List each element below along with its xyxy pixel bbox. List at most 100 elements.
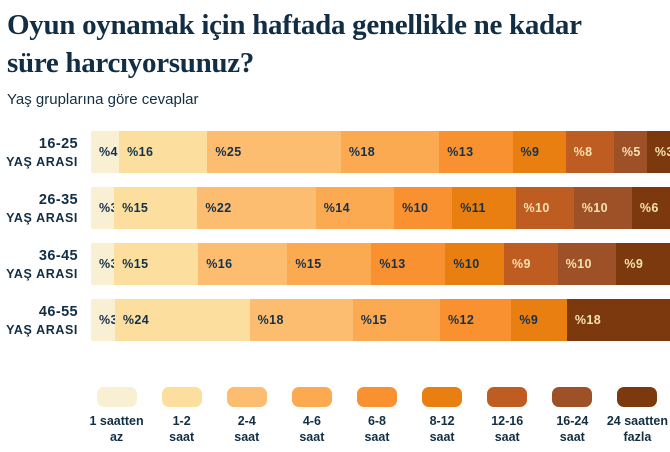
segment-value-label: %16 [206, 257, 233, 271]
legend-item: 24 saatten fazla [605, 387, 670, 445]
segment-value-label: %15 [295, 257, 322, 271]
legend-label-line1: 2-4 [237, 414, 256, 428]
legend-label-line1: 8-12 [429, 414, 455, 428]
segment-value-label: %10 [565, 257, 592, 271]
segment-value-label: %3 [99, 313, 115, 327]
bar-segment: %10 [394, 187, 453, 229]
legend-label: 4-6 saat [299, 413, 324, 445]
legend-swatch [487, 387, 528, 407]
segment-value-label: %9 [624, 257, 644, 271]
bar-segment: %15 [287, 243, 372, 285]
segment-value-label: %15 [122, 257, 149, 271]
legend-label-line1: 1-2 [172, 414, 191, 428]
segment-value-label: %3 [654, 145, 670, 159]
legend-swatch [617, 387, 658, 407]
legend-swatch [291, 387, 332, 407]
bar-segment: %24 [114, 299, 250, 341]
legend-label: 6-8 saat [364, 413, 389, 445]
chart-row: 46-55 YAŞ ARASI %3 %24 %18 %15 %12 %9 %18 [0, 299, 670, 341]
legend-swatch [552, 387, 593, 407]
chart-row: 36-45 YAŞ ARASI %3 %15 %16 %15 %13 %10 %9 %10 %9 [0, 243, 670, 285]
segment-value-label: %10 [453, 257, 480, 271]
bar-segment: %16 [198, 243, 288, 285]
segment-value-label: %10 [523, 201, 550, 215]
bar-segment: %18 [566, 299, 670, 341]
row-label: 36-45 YAŞ ARASI [0, 243, 91, 285]
bar-segment: %3 [646, 131, 670, 173]
age-range: 16-25 [38, 135, 78, 152]
bar-segment: %15 [352, 299, 440, 341]
bar-segment: %8 [565, 131, 614, 173]
legend-swatch [226, 387, 267, 407]
legend-label-line2: az [109, 430, 124, 444]
legend-item: 1 saatten az [84, 387, 149, 445]
segment-value-label: %24 [122, 313, 150, 327]
legend-label-line1: 1 saatten [89, 414, 144, 428]
legend-label: 2-4 saat [234, 413, 259, 445]
legend-label-line1: 4-6 [302, 414, 321, 428]
age-range-suffix: YAŞ ARASI [6, 210, 78, 225]
bar-segment: %11 [452, 187, 516, 229]
bar-segment: %14 [315, 187, 395, 229]
legend-label: 12-16 saat [491, 413, 523, 445]
legend-swatch [356, 387, 397, 407]
legend-swatch [161, 387, 202, 407]
bar-segment: %10 [573, 187, 632, 229]
legend-item: 16-24 saat [540, 387, 605, 445]
bar-segment: %6 [631, 187, 670, 229]
bar-segment: %10 [557, 243, 617, 285]
page-subtitle: Yaş gruplarına göre cevaplar [7, 91, 199, 108]
segment-value-label: %15 [360, 313, 387, 327]
age-range-suffix: YAŞ ARASI [6, 154, 78, 169]
survey-infographic: Oyun oynamak için haftada genellikle ne … [0, 6, 670, 452]
page-title: Oyun oynamak için haftada genellikle ne … [7, 9, 582, 79]
legend-label-line2: saat [169, 430, 195, 444]
segment-value-label: %18 [348, 145, 376, 159]
legend-label-line2: saat [299, 430, 325, 444]
legend-label-line1: 24 saatten [606, 414, 668, 428]
age-range: 46-55 [38, 303, 78, 320]
bar-segment: %9 [512, 131, 566, 173]
segment-value-label: %9 [520, 145, 540, 159]
segment-value-label: %11 [460, 201, 486, 215]
segment-value-label: %13 [379, 257, 406, 271]
age-range-suffix: YAŞ ARASI [6, 266, 78, 281]
segment-value-label: %18 [257, 313, 284, 327]
stacked-bar: %3 %15 %16 %15 %13 %10 %9 %10 %9 [91, 243, 670, 285]
legend-label: 1-2 saat [169, 413, 194, 445]
chart-row: 16-25 YAŞ ARASI %4 %16 %25 %18 %13 %9 %8 %5 %3 [0, 131, 670, 173]
bar-segment: %10 [445, 243, 505, 285]
legend-label-line2: saat [494, 430, 520, 444]
legend-label-line2: saat [364, 430, 390, 444]
legend-swatch [422, 387, 463, 407]
legend-item: 6-8 saat [344, 387, 409, 445]
segment-value-label: %6 [639, 201, 659, 215]
stacked-bar: %3 %15 %22 %14 %10 %11 %10 %10 %6 [91, 187, 670, 229]
bar-segment: %3 [91, 243, 115, 285]
legend-label-line2: saat [559, 430, 585, 444]
bar-segment: %13 [439, 131, 513, 173]
age-range-suffix: YAŞ ARASI [6, 322, 78, 337]
legend-label-line2: saat [429, 430, 455, 444]
segment-value-label: %16 [127, 145, 154, 159]
age-range: 36-45 [38, 247, 78, 264]
legend-label: 24 saatten fazla [607, 413, 668, 445]
segment-value-label: %10 [581, 201, 608, 215]
stacked-bar: %3 %24 %18 %15 %12 %9 %18 [91, 299, 670, 341]
stacked-bar: %4 %16 %25 %18 %13 %9 %8 %5 %3 [91, 131, 670, 173]
row-label: 16-25 YAŞ ARASI [0, 131, 91, 173]
segment-value-label: %15 [122, 201, 149, 215]
bar-segment: %16 [119, 131, 208, 173]
age-range: 26-35 [38, 191, 78, 208]
legend-label-line2: fazla [623, 430, 652, 444]
segment-value-label: %8 [573, 145, 593, 159]
bar-segment: %5 [613, 131, 647, 173]
segment-value-label: %9 [512, 257, 531, 271]
segment-value-label: %10 [402, 201, 429, 215]
bar-segment: %9 [616, 243, 670, 285]
segment-value-label: %18 [574, 313, 602, 327]
segment-value-label: %12 [447, 313, 475, 327]
bar-segment: %22 [197, 187, 316, 229]
legend-item: 12-16 saat [475, 387, 540, 445]
segment-value-label: %5 [621, 145, 641, 159]
